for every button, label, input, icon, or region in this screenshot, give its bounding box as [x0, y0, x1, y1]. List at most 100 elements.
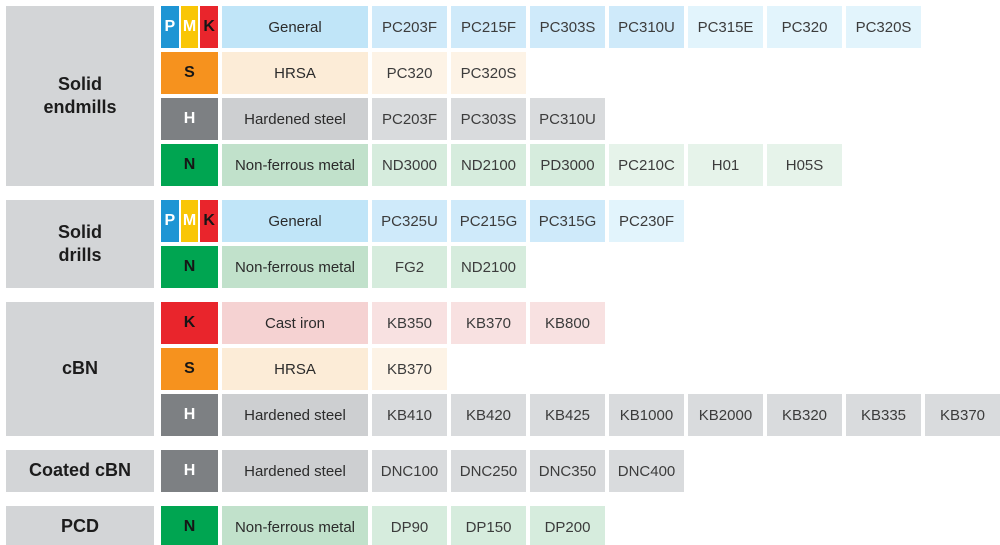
grade-row-nonferrous: N Non-ferrous metal DP90 DP150 DP200 [161, 506, 1000, 545]
group-cbn: cBN K Cast iron KB350 KB370 KB800 S HRSA KB370 H H… [6, 302, 1000, 436]
category-label-pcd: PCD [6, 506, 154, 545]
grade-row-hrsa: S HRSA KB370 [161, 348, 1000, 390]
grade-cell: KB335 [846, 394, 921, 436]
grade-cell: KB1000 [609, 394, 684, 436]
category-label-coated-cbn: Coated cBN [6, 450, 154, 492]
grade-row-hardened: H Hardened steel DNC100 DNC250 DNC350 DNC400 [161, 450, 1000, 492]
application-label: HRSA [222, 52, 368, 94]
iso-badge-n: N [161, 506, 218, 545]
application-label: Hardened steel [222, 450, 368, 492]
category-label-solid-endmills: Solid endmills [6, 6, 154, 186]
iso-badge-group: S [161, 348, 218, 390]
grade-cell: H05S [767, 144, 842, 186]
grade-cell: KB350 [372, 302, 447, 344]
grade-cell: KB320 [767, 394, 842, 436]
grade-row-general: P M K General PC325U PC215G PC315G PC230F [161, 200, 1000, 242]
iso-badge-h: H [161, 394, 218, 436]
grade-cell: PC215G [451, 200, 526, 242]
grade-row-hrsa: S HRSA PC320 PC320S [161, 52, 1000, 94]
grade-cell: ND2100 [451, 144, 526, 186]
iso-badge-group: H [161, 98, 218, 140]
grade-row-hardened: H Hardened steel KB410 KB420 KB425 KB1000 KB20… [161, 394, 1000, 436]
grade-cell: KB370 [925, 394, 1000, 436]
group-rows: P M K General PC325U PC215G PC315G PC230F N Non-f… [161, 200, 1000, 288]
grade-cell: PC320S [846, 6, 921, 48]
grade-cell: DNC250 [451, 450, 526, 492]
group-rows: K Cast iron KB350 KB370 KB800 S HRSA KB370 H Hard… [161, 302, 1000, 436]
iso-badge-n: N [161, 144, 218, 186]
application-label: Cast iron [222, 302, 368, 344]
iso-badge-group: N [161, 506, 218, 545]
grade-cell: ND2100 [451, 246, 526, 288]
iso-badge-h: H [161, 450, 218, 492]
application-label: Non-ferrous metal [222, 246, 368, 288]
iso-badge-p: P [161, 6, 179, 48]
group-rows: N Non-ferrous metal DP90 DP150 DP200 [161, 506, 1000, 545]
iso-badge-m: M [180, 200, 199, 242]
iso-badge-m: M [180, 6, 199, 48]
grade-cell: PC325U [372, 200, 447, 242]
grade-cell: PC310U [609, 6, 684, 48]
application-label: HRSA [222, 348, 368, 390]
iso-badge-k: K [161, 302, 218, 344]
group-pcd: PCD N Non-ferrous metal DP90 DP150 DP200 [6, 506, 1000, 545]
grade-cell: KB420 [451, 394, 526, 436]
grade-cell: DNC350 [530, 450, 605, 492]
iso-badge-group: S [161, 52, 218, 94]
grade-cell: DP150 [451, 506, 526, 545]
grade-cell: PC203F [372, 6, 447, 48]
iso-badge-group: H [161, 450, 218, 492]
grade-cell: DP90 [372, 506, 447, 545]
grade-cell: PC303S [451, 98, 526, 140]
application-label: Non-ferrous metal [222, 144, 368, 186]
group-rows: P M K General PC203F PC215F PC303S PC310U PC315E… [161, 6, 1000, 186]
iso-badge-k: K [200, 6, 219, 48]
grade-cell: ND3000 [372, 144, 447, 186]
grade-row-general: P M K General PC203F PC215F PC303S PC310U PC315E… [161, 6, 1000, 48]
iso-badge-n: N [161, 246, 218, 288]
grade-cell: PC320 [372, 52, 447, 94]
grade-cell: PD3000 [530, 144, 605, 186]
group-rows: H Hardened steel DNC100 DNC250 DNC350 DNC400 [161, 450, 1000, 492]
iso-badge-group: K [161, 302, 218, 344]
grade-cell: FG2 [372, 246, 447, 288]
grade-cell: PC315G [530, 200, 605, 242]
grade-cell: PC320 [767, 6, 842, 48]
grade-cell: PC210C [609, 144, 684, 186]
grade-row-hardened: H Hardened steel PC203F PC303S PC310U [161, 98, 1000, 140]
grade-cell: KB425 [530, 394, 605, 436]
application-label: General [222, 6, 368, 48]
iso-badge-group: N [161, 144, 218, 186]
iso-badge-h: H [161, 98, 218, 140]
grade-cell: DNC100 [372, 450, 447, 492]
application-label: Hardened steel [222, 394, 368, 436]
application-label: Non-ferrous metal [222, 506, 368, 545]
grade-cell: DNC400 [609, 450, 684, 492]
application-label: Hardened steel [222, 98, 368, 140]
grade-cell: KB410 [372, 394, 447, 436]
grade-cell: PC320S [451, 52, 526, 94]
group-solid-drills: Solid drills P M K General PC325U PC215G PC315G… [6, 200, 1000, 288]
grade-cell: PC315E [688, 6, 763, 48]
grade-cell: KB800 [530, 302, 605, 344]
iso-badge-p: P [161, 200, 179, 242]
iso-badge-k: K [200, 200, 219, 242]
iso-badge-s: S [161, 348, 218, 390]
grade-row-castiron: K Cast iron KB350 KB370 KB800 [161, 302, 1000, 344]
grade-row-nonferrous: N Non-ferrous metal FG2 ND2100 [161, 246, 1000, 288]
grade-cell: PC215F [451, 6, 526, 48]
grade-cell: KB2000 [688, 394, 763, 436]
grade-cell: PC203F [372, 98, 447, 140]
iso-badge-s: S [161, 52, 218, 94]
category-label-solid-drills: Solid drills [6, 200, 154, 288]
grade-cell: KB370 [372, 348, 447, 390]
grade-cell: H01 [688, 144, 763, 186]
application-label: General [222, 200, 368, 242]
iso-badge-group: H [161, 394, 218, 436]
grade-row-nonferrous: N Non-ferrous metal ND3000 ND2100 PD3000 PC21… [161, 144, 1000, 186]
iso-badge-group: N [161, 246, 218, 288]
group-solid-endmills: Solid endmills P M K General PC203F PC215F PC30… [6, 6, 1000, 186]
